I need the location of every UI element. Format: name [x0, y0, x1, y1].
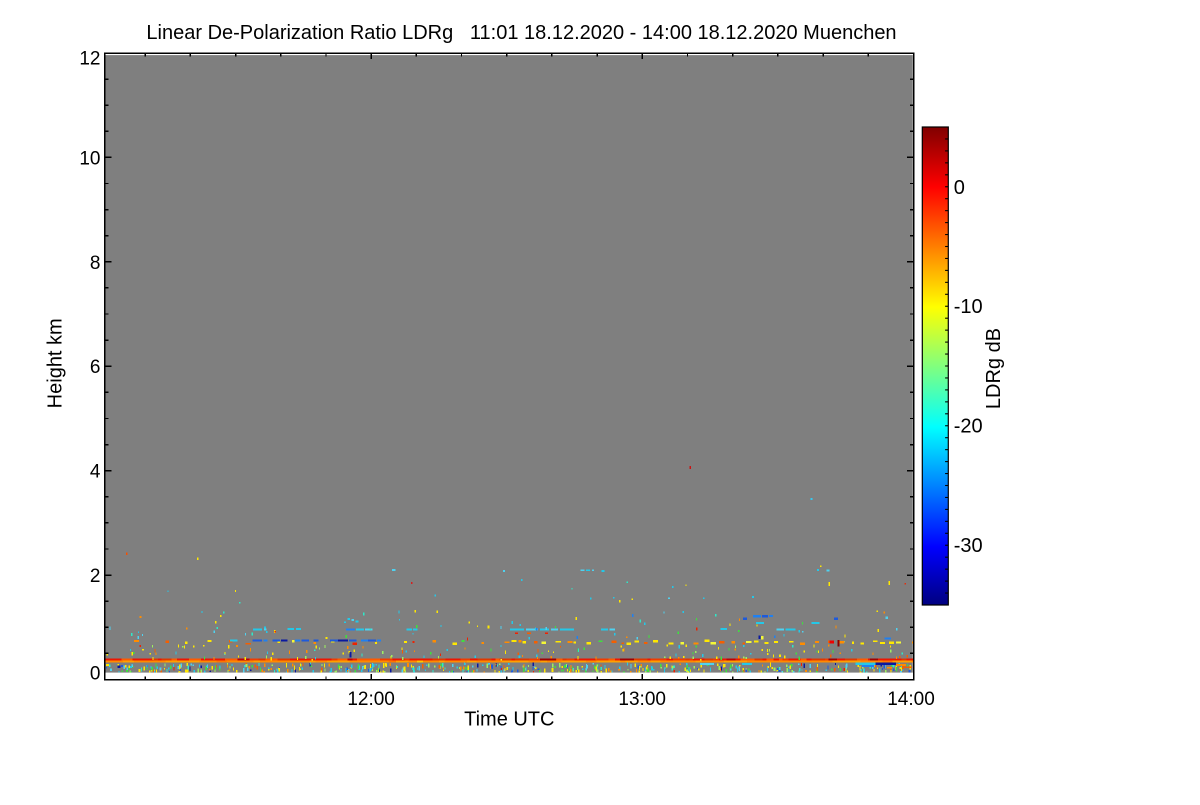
svg-text:-20: -20: [954, 416, 983, 438]
svg-text:14:00: 14:00: [887, 689, 935, 710]
svg-text:13:00: 13:00: [618, 689, 666, 710]
svg-text:Linear De-Polarization Ratio L: Linear De-Polarization Ratio LDRg 11:01 …: [146, 22, 896, 44]
svg-text:4: 4: [90, 462, 101, 483]
svg-text:12:00: 12:00: [347, 689, 395, 710]
svg-text:0: 0: [954, 177, 965, 199]
svg-text:-10: -10: [954, 296, 983, 318]
svg-text:8: 8: [90, 253, 101, 274]
svg-text:6: 6: [90, 357, 101, 378]
svg-text:12: 12: [79, 48, 100, 69]
svg-text:Height km: Height km: [44, 318, 66, 408]
svg-text:10: 10: [79, 149, 100, 170]
svg-text:-30: -30: [954, 535, 983, 557]
svg-text:2: 2: [90, 566, 101, 587]
svg-text:LDRg dB: LDRg dB: [983, 328, 1005, 409]
svg-text:0: 0: [90, 664, 101, 685]
svg-text:Time UTC: Time UTC: [464, 708, 554, 730]
